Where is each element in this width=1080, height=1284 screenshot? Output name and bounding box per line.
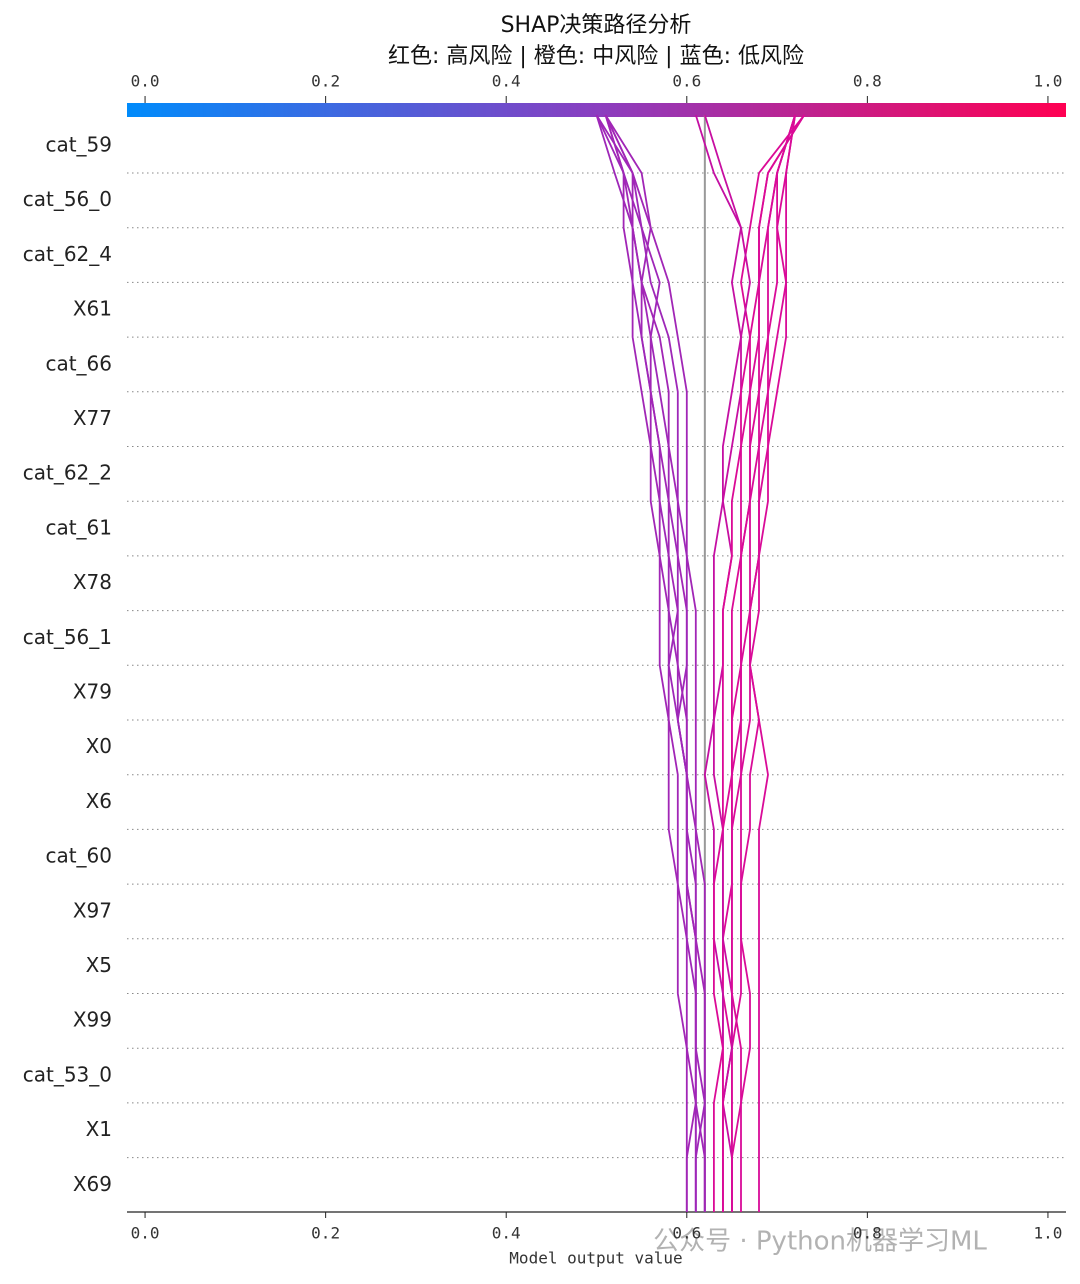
feature-label: X1 bbox=[86, 1117, 112, 1141]
colorbar-tick-label: 0.2 bbox=[311, 72, 340, 91]
x-tick-label: 1.0 bbox=[1033, 1224, 1062, 1243]
feature-label: X79 bbox=[73, 680, 112, 704]
decision-line bbox=[595, 114, 706, 1212]
colorbar-tick-label: 0.6 bbox=[672, 72, 701, 91]
decision-line bbox=[694, 114, 742, 1212]
x-tick-label: 0.6 bbox=[672, 1224, 701, 1243]
feature-label: cat_56_1 bbox=[23, 625, 112, 649]
decision-line bbox=[722, 114, 805, 1212]
decision-line bbox=[713, 114, 805, 1212]
feature-label: cat_61 bbox=[45, 515, 112, 539]
feature-label: cat_66 bbox=[45, 351, 112, 375]
feature-label: cat_59 bbox=[45, 133, 112, 157]
feature-label: X5 bbox=[86, 953, 112, 977]
colorbar-tick-label: 0.4 bbox=[492, 72, 521, 91]
feature-label: X77 bbox=[73, 406, 112, 430]
feature-label: X0 bbox=[86, 734, 112, 758]
decision-line bbox=[604, 114, 697, 1212]
watermark: 公众号 · Python机器学习ML bbox=[653, 1227, 987, 1257]
feature-label: cat_56_0 bbox=[23, 187, 112, 211]
x-tick-label: 0.8 bbox=[853, 1224, 882, 1243]
chart-title: SHAP决策路径分析 bbox=[501, 13, 692, 38]
feature-label: cat_62_2 bbox=[23, 461, 112, 485]
x-axis-label: Model output value bbox=[509, 1249, 682, 1268]
feature-label: X78 bbox=[73, 570, 112, 594]
chart-subtitle: 红色: 高风险 | 橙色: 中风险 | 蓝色: 低风险 bbox=[388, 44, 804, 69]
feature-label: X99 bbox=[73, 1008, 112, 1032]
feature-label: cat_60 bbox=[45, 844, 112, 868]
feature-label: X69 bbox=[73, 1172, 112, 1196]
x-tick-label: 0.2 bbox=[311, 1224, 340, 1243]
feature-label: X61 bbox=[73, 297, 112, 321]
decision-line bbox=[731, 114, 796, 1212]
colorbar-tick-label: 0.8 bbox=[853, 72, 882, 91]
feature-label: cat_62_4 bbox=[23, 242, 112, 266]
decision-line bbox=[749, 114, 796, 1212]
x-tick-label: 0.4 bbox=[492, 1224, 521, 1243]
decision-line bbox=[604, 114, 688, 1212]
colorbar-tick-label: 0.0 bbox=[131, 72, 160, 91]
decision-line bbox=[595, 114, 697, 1212]
colorbar bbox=[127, 103, 1066, 117]
colorbar-tick-label: 1.0 bbox=[1033, 72, 1062, 91]
decision-line bbox=[604, 114, 706, 1212]
feature-label: cat_53_0 bbox=[23, 1062, 112, 1086]
feature-label: X6 bbox=[86, 789, 112, 813]
decision-line bbox=[604, 114, 706, 1212]
x-tick-label: 0.0 bbox=[131, 1224, 160, 1243]
decision-line bbox=[703, 114, 751, 1212]
feature-label: X97 bbox=[73, 898, 112, 922]
